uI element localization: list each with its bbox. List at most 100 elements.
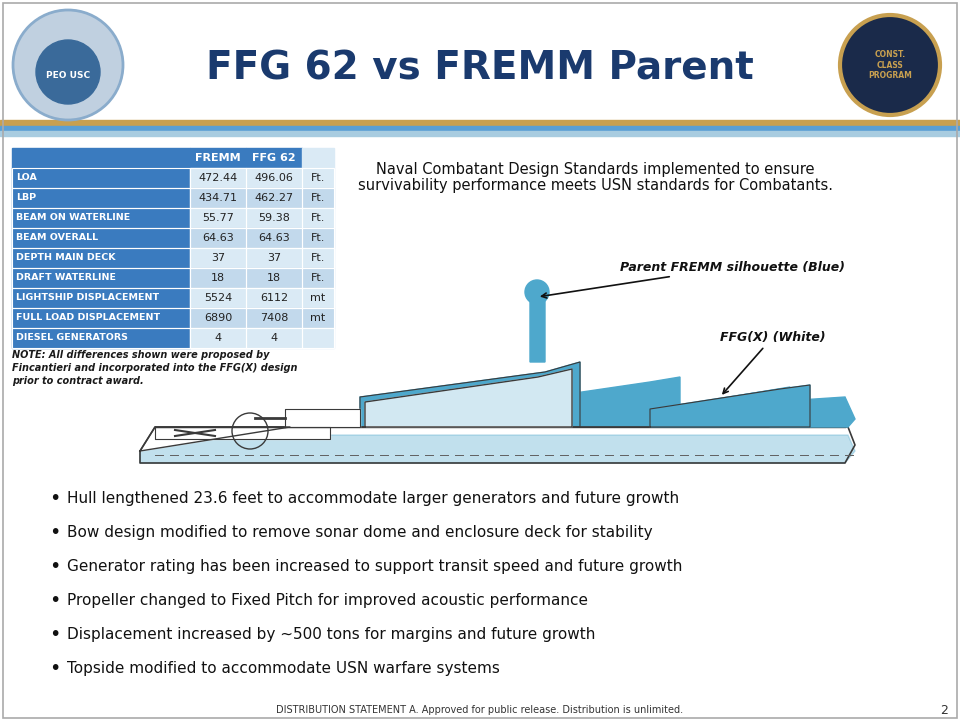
Bar: [246, 308, 302, 328]
Bar: [12, 248, 190, 268]
Bar: [302, 168, 334, 188]
Text: NOTE: All differences shown were proposed by
Fincantieri and incorporated into t: NOTE: All differences shown were propose…: [12, 350, 298, 386]
Text: 4: 4: [271, 333, 277, 343]
Bar: [302, 188, 334, 208]
Bar: [12, 168, 190, 188]
Polygon shape: [770, 397, 855, 427]
Text: •: •: [49, 624, 60, 644]
Bar: [12, 288, 190, 308]
Text: Naval Combatant Design Standards implemented to ensure: Naval Combatant Design Standards impleme…: [375, 162, 814, 177]
Bar: [12, 148, 190, 168]
Text: 6890: 6890: [204, 313, 232, 323]
Bar: [246, 188, 302, 208]
Bar: [302, 148, 334, 168]
Text: Propeller changed to Fixed Pitch for improved acoustic performance: Propeller changed to Fixed Pitch for imp…: [67, 593, 588, 608]
Bar: [246, 188, 302, 208]
Bar: [12, 188, 190, 208]
Text: 6112: 6112: [260, 293, 288, 303]
Bar: [12, 208, 190, 228]
Bar: [190, 168, 246, 188]
Text: 462.27: 462.27: [254, 193, 294, 203]
Bar: [302, 288, 334, 308]
Text: 4: 4: [214, 333, 222, 343]
Bar: [190, 248, 246, 268]
Bar: [302, 268, 334, 288]
Text: LIGHTSHIP DISPLACEMENT: LIGHTSHIP DISPLACEMENT: [16, 293, 159, 303]
Bar: [302, 328, 334, 348]
Bar: [246, 248, 302, 268]
Text: BEAM OVERALL: BEAM OVERALL: [16, 234, 98, 242]
Bar: [12, 188, 190, 208]
Bar: [190, 308, 246, 328]
Polygon shape: [530, 297, 545, 362]
Bar: [12, 268, 190, 288]
Circle shape: [525, 280, 549, 304]
Bar: [12, 328, 190, 348]
Bar: [190, 268, 246, 288]
Bar: [190, 288, 246, 308]
Text: •: •: [49, 557, 60, 575]
Text: Bow design modified to remove sonar dome and enclosure deck for stability: Bow design modified to remove sonar dome…: [67, 524, 653, 539]
Polygon shape: [140, 435, 855, 463]
Text: Displacement increased by ~500 tons for margins and future growth: Displacement increased by ~500 tons for …: [67, 627, 595, 642]
Polygon shape: [285, 409, 360, 427]
Polygon shape: [650, 385, 810, 427]
Text: PEO USC: PEO USC: [46, 71, 90, 81]
Text: 18: 18: [267, 273, 281, 283]
Text: 55.77: 55.77: [202, 213, 234, 223]
Text: FREMM: FREMM: [195, 153, 241, 163]
Bar: [302, 328, 334, 348]
Bar: [246, 328, 302, 348]
Text: CONST.
CLASS
PROGRAM: CONST. CLASS PROGRAM: [868, 50, 912, 80]
Bar: [246, 308, 302, 328]
Bar: [190, 188, 246, 208]
Bar: [246, 328, 302, 348]
Text: Topside modified to accommodate USN warfare systems: Topside modified to accommodate USN warf…: [67, 660, 500, 676]
Bar: [302, 208, 334, 228]
Text: survivability performance meets USN standards for Combatants.: survivability performance meets USN stan…: [357, 178, 832, 193]
Bar: [302, 168, 334, 188]
Text: 18: 18: [211, 273, 225, 283]
Text: mt: mt: [310, 293, 325, 303]
Bar: [0, 131, 960, 136]
Text: 496.06: 496.06: [254, 173, 294, 183]
Bar: [246, 228, 302, 248]
Polygon shape: [140, 427, 290, 451]
Text: Parent FREMM silhouette (Blue): Parent FREMM silhouette (Blue): [541, 260, 845, 298]
Text: DISTRIBUTION STATEMENT A. Approved for public release. Distribution is unlimited: DISTRIBUTION STATEMENT A. Approved for p…: [276, 705, 684, 715]
Bar: [0, 126, 960, 131]
Circle shape: [36, 40, 100, 104]
Bar: [12, 308, 190, 328]
Bar: [12, 328, 190, 348]
Bar: [190, 148, 246, 168]
Bar: [302, 288, 334, 308]
Text: 37: 37: [267, 253, 281, 263]
Bar: [246, 208, 302, 228]
Bar: [190, 248, 246, 268]
Bar: [246, 228, 302, 248]
Bar: [190, 228, 246, 248]
Text: Ft.: Ft.: [311, 213, 325, 223]
Text: 64.63: 64.63: [203, 233, 234, 243]
Text: Ft.: Ft.: [311, 193, 325, 203]
Circle shape: [13, 10, 123, 120]
Bar: [246, 168, 302, 188]
Bar: [302, 208, 334, 228]
Bar: [246, 288, 302, 308]
Bar: [190, 328, 246, 348]
Text: 7408: 7408: [260, 313, 288, 323]
Text: 2: 2: [940, 704, 948, 717]
Circle shape: [840, 15, 940, 115]
Text: Ft.: Ft.: [311, 173, 325, 183]
Bar: [190, 208, 246, 228]
Text: FFG 62: FFG 62: [252, 153, 296, 163]
Bar: [190, 308, 246, 328]
Text: Hull lengthened 23.6 feet to accommodate larger generators and future growth: Hull lengthened 23.6 feet to accommodate…: [67, 490, 679, 505]
Text: FFG 62 vs FREMM Parent: FFG 62 vs FREMM Parent: [206, 49, 754, 87]
Bar: [12, 268, 190, 288]
Text: LBP: LBP: [16, 193, 36, 203]
Bar: [190, 168, 246, 188]
Text: DIESEL GENERATORS: DIESEL GENERATORS: [16, 334, 128, 342]
Polygon shape: [365, 369, 572, 427]
Bar: [190, 188, 246, 208]
